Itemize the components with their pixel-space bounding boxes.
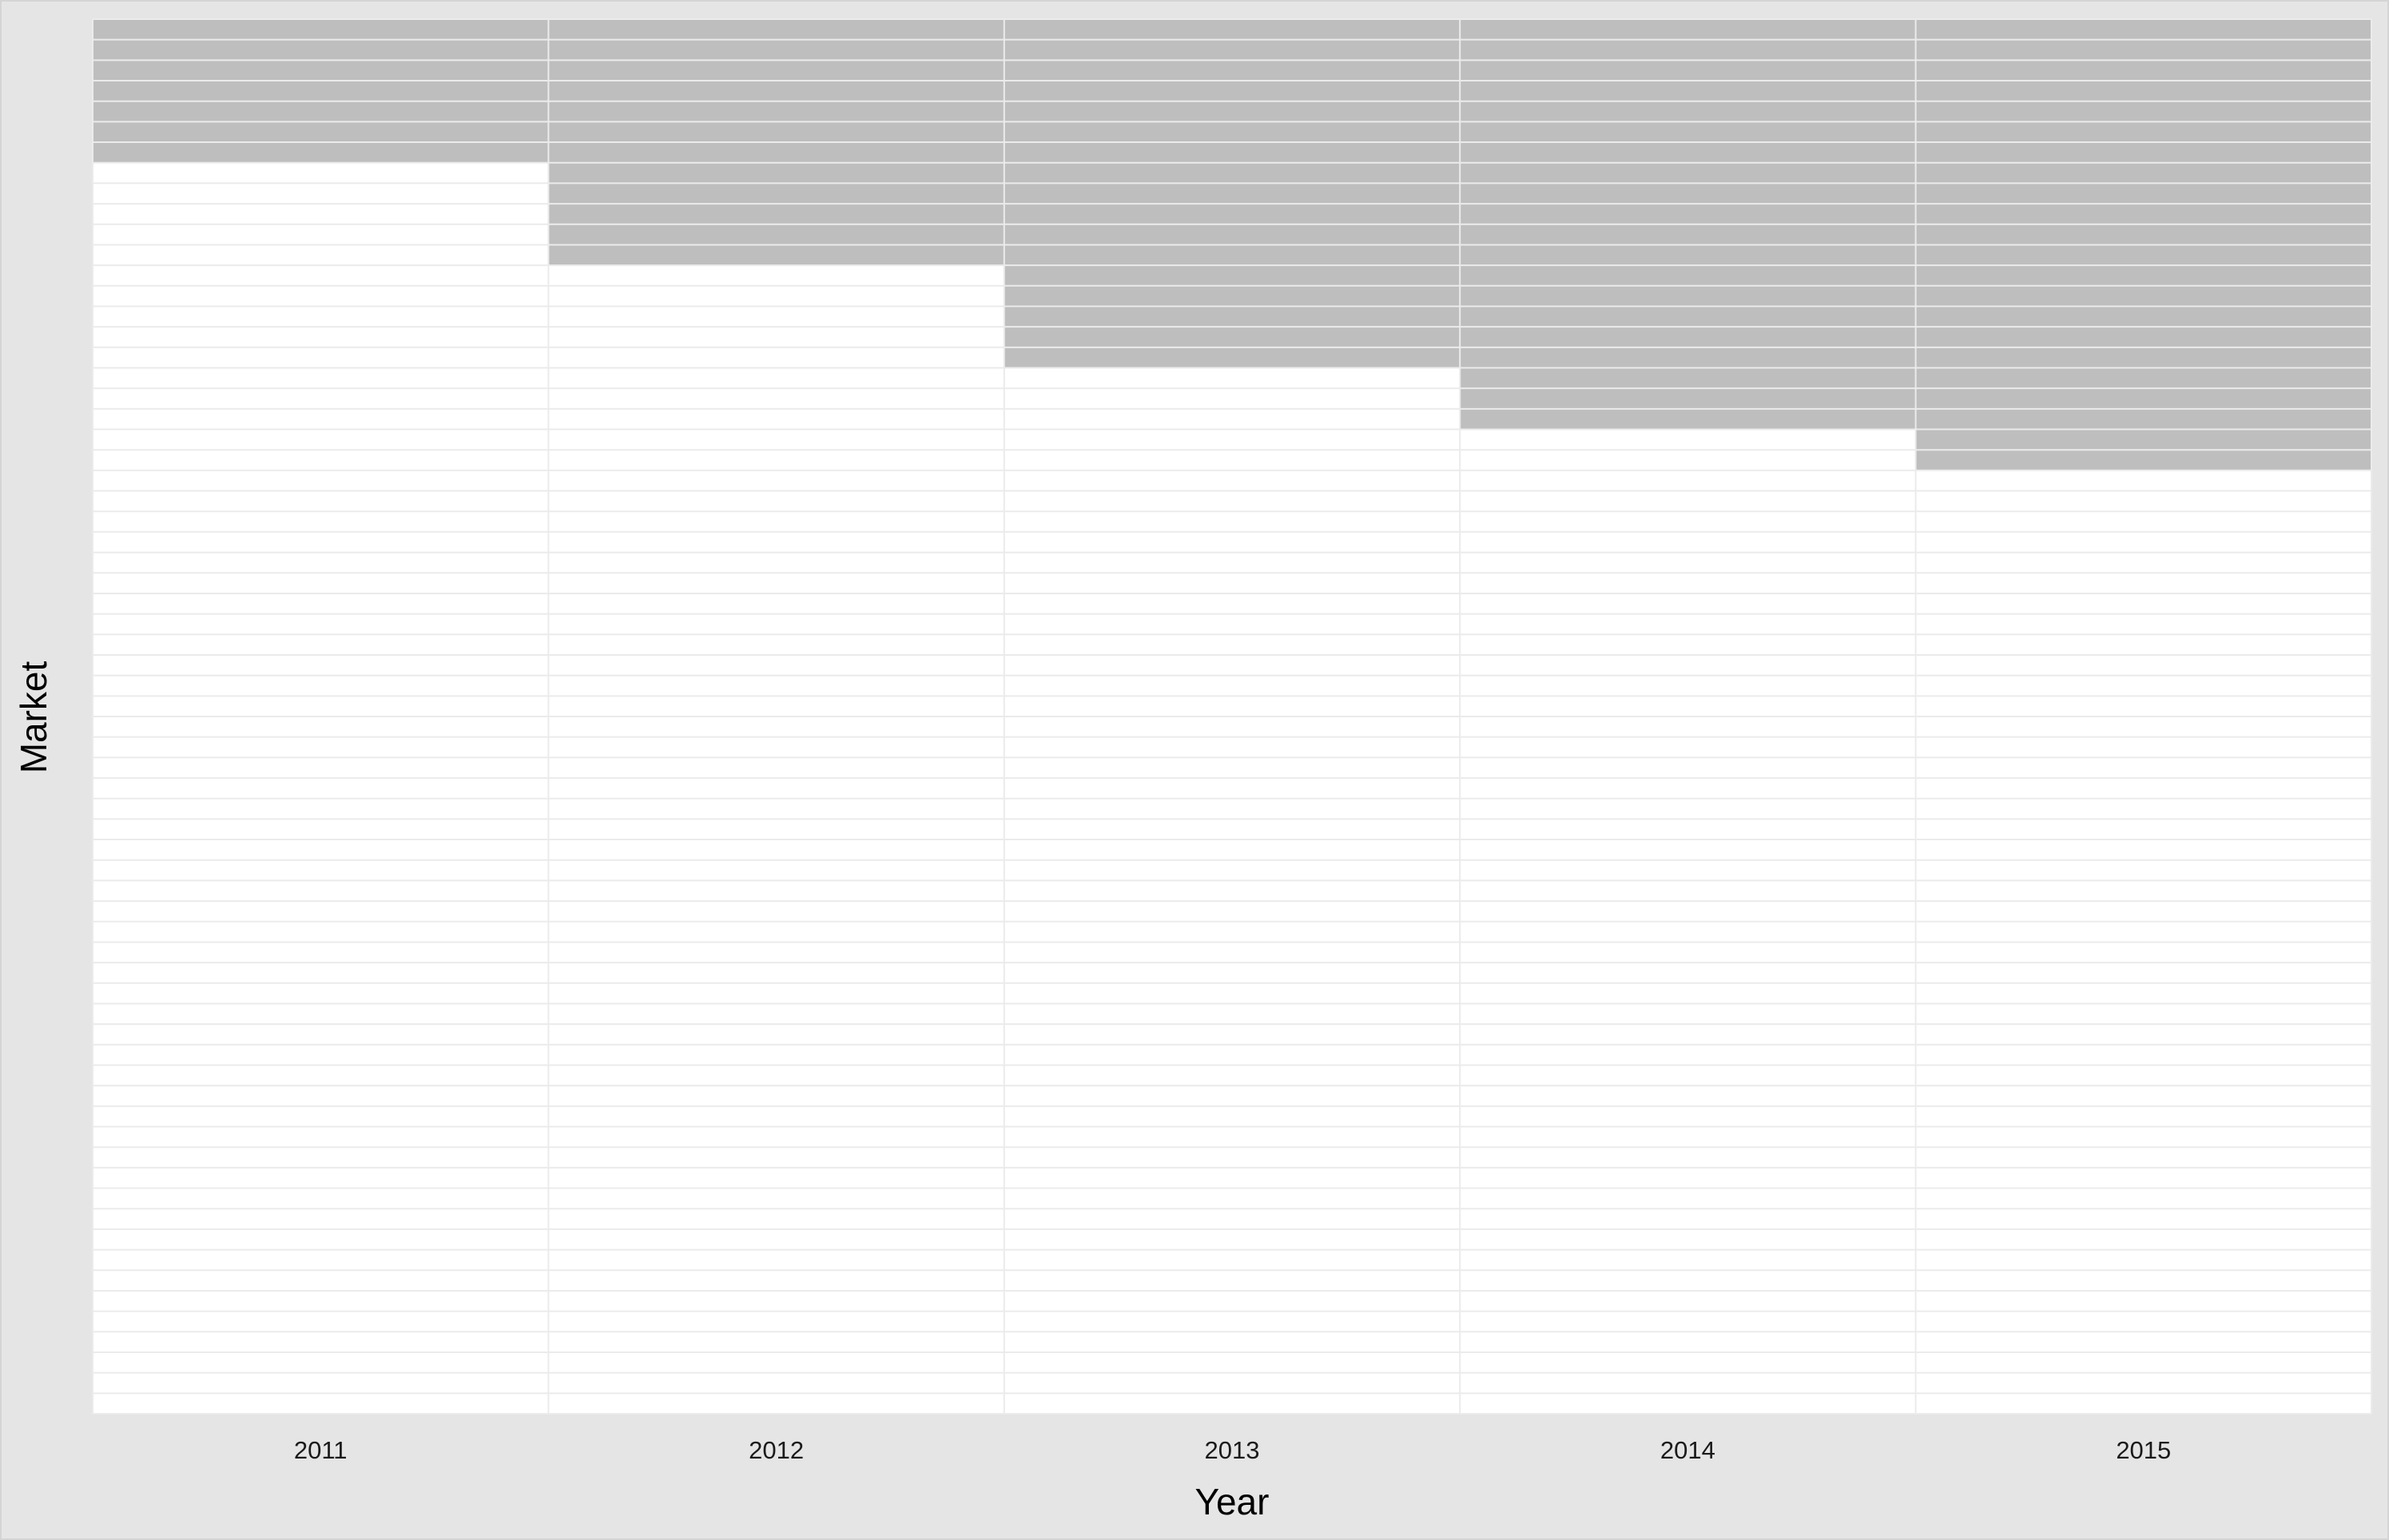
tile-2012-4 xyxy=(548,81,1004,101)
tile-2015-3 xyxy=(1915,60,2371,81)
tile-2015-13 xyxy=(1915,265,2371,286)
tile-2011-6 xyxy=(93,121,549,143)
tile-2011-5 xyxy=(93,101,549,122)
tile-2015-11 xyxy=(1915,224,2371,245)
tile-2014-8 xyxy=(1460,162,1916,184)
tile-2015-18 xyxy=(1915,367,2371,389)
tile-2015-4 xyxy=(1915,81,2371,101)
tile-2012-3 xyxy=(548,60,1004,81)
tile-2014-2 xyxy=(1460,39,1916,61)
tile-2012-9 xyxy=(548,183,1004,204)
tile-2012-11 xyxy=(548,224,1004,245)
x-tick-label-2015: 2015 xyxy=(2116,1436,2171,1464)
tile-2013-3 xyxy=(1004,60,1461,81)
x-tick-label-2012: 2012 xyxy=(749,1436,804,1464)
tile-2011-7 xyxy=(93,142,549,163)
cell-layer xyxy=(93,19,2371,1414)
tile-2015-17 xyxy=(1915,347,2371,368)
tile-2015-14 xyxy=(1915,285,2371,307)
tile-2015-1 xyxy=(1915,19,2371,40)
tile-2012-2 xyxy=(548,39,1004,61)
tile-2013-8 xyxy=(1004,162,1461,184)
tile-2013-10 xyxy=(1004,204,1461,224)
tile-2014-12 xyxy=(1460,244,1916,266)
tile-2011-4 xyxy=(93,81,549,101)
tile-2015-7 xyxy=(1915,142,2371,163)
tile-2014-17 xyxy=(1460,347,1916,368)
tile-2014-10 xyxy=(1460,204,1916,224)
tile-2013-11 xyxy=(1004,224,1461,245)
tile-2015-5 xyxy=(1915,101,2371,122)
tile-2014-18 xyxy=(1460,367,1916,389)
tile-2015-15 xyxy=(1915,306,2371,327)
tile-2015-19 xyxy=(1915,388,2371,409)
tile-2014-13 xyxy=(1460,265,1916,286)
tile-2014-6 xyxy=(1460,121,1916,143)
tile-2014-4 xyxy=(1460,81,1916,101)
tile-2013-13 xyxy=(1004,265,1461,286)
tile-2015-6 xyxy=(1915,121,2371,143)
tile-2014-15 xyxy=(1460,306,1916,327)
tile-2012-8 xyxy=(548,162,1004,184)
tile-2013-7 xyxy=(1004,142,1461,163)
tile-2012-5 xyxy=(548,101,1004,122)
tile-2013-2 xyxy=(1004,39,1461,61)
tile-2014-16 xyxy=(1460,327,1916,347)
tile-2015-22 xyxy=(1915,450,2371,470)
tile-2013-12 xyxy=(1004,244,1461,266)
tile-2015-9 xyxy=(1915,183,2371,204)
tile-2012-10 xyxy=(548,204,1004,224)
gridline-layer xyxy=(92,18,2372,1415)
tile-2015-20 xyxy=(1915,408,2371,430)
tile-2014-3 xyxy=(1460,60,1916,81)
tile-2014-19 xyxy=(1460,388,1916,409)
x-tick-labels: 2011 2012 2013 2014 2015 xyxy=(294,1436,2171,1464)
tile-2013-1 xyxy=(1004,19,1461,40)
tile-2014-9 xyxy=(1460,183,1916,204)
tile-2014-14 xyxy=(1460,285,1916,307)
tile-2012-1 xyxy=(548,19,1004,40)
tile-2015-12 xyxy=(1915,244,2371,266)
x-tick-label-2011: 2011 xyxy=(294,1436,348,1464)
tile-2014-11 xyxy=(1460,224,1916,245)
tile-2012-6 xyxy=(548,121,1004,143)
tile-2013-9 xyxy=(1004,183,1461,204)
tile-2014-20 xyxy=(1460,408,1916,430)
tile-2013-6 xyxy=(1004,121,1461,143)
tile-2015-2 xyxy=(1915,39,2371,61)
tile-2012-12 xyxy=(548,244,1004,266)
tile-2011-2 xyxy=(93,39,549,61)
tile-2013-14 xyxy=(1004,285,1461,307)
tile-2014-7 xyxy=(1460,142,1916,163)
tile-2013-15 xyxy=(1004,306,1461,327)
tile-2015-8 xyxy=(1915,162,2371,184)
tile-2013-4 xyxy=(1004,81,1461,101)
x-tick-label-2014: 2014 xyxy=(1660,1436,1715,1464)
tile-2013-5 xyxy=(1004,101,1461,122)
tile-2011-3 xyxy=(93,60,549,81)
tile-2012-7 xyxy=(548,142,1004,163)
tile-2014-5 xyxy=(1460,101,1916,122)
tile-2011-1 xyxy=(93,19,549,40)
x-axis-label: Year xyxy=(1195,1481,1270,1522)
x-tick-label-2013: 2013 xyxy=(1205,1436,1260,1464)
tile-2013-17 xyxy=(1004,347,1461,368)
tile-2015-16 xyxy=(1915,327,2371,347)
tile-2015-21 xyxy=(1915,429,2371,450)
tile-2013-16 xyxy=(1004,327,1461,347)
tile-2014-1 xyxy=(1460,19,1916,40)
tile-2015-10 xyxy=(1915,204,2371,224)
y-axis-label: Market xyxy=(13,661,54,773)
